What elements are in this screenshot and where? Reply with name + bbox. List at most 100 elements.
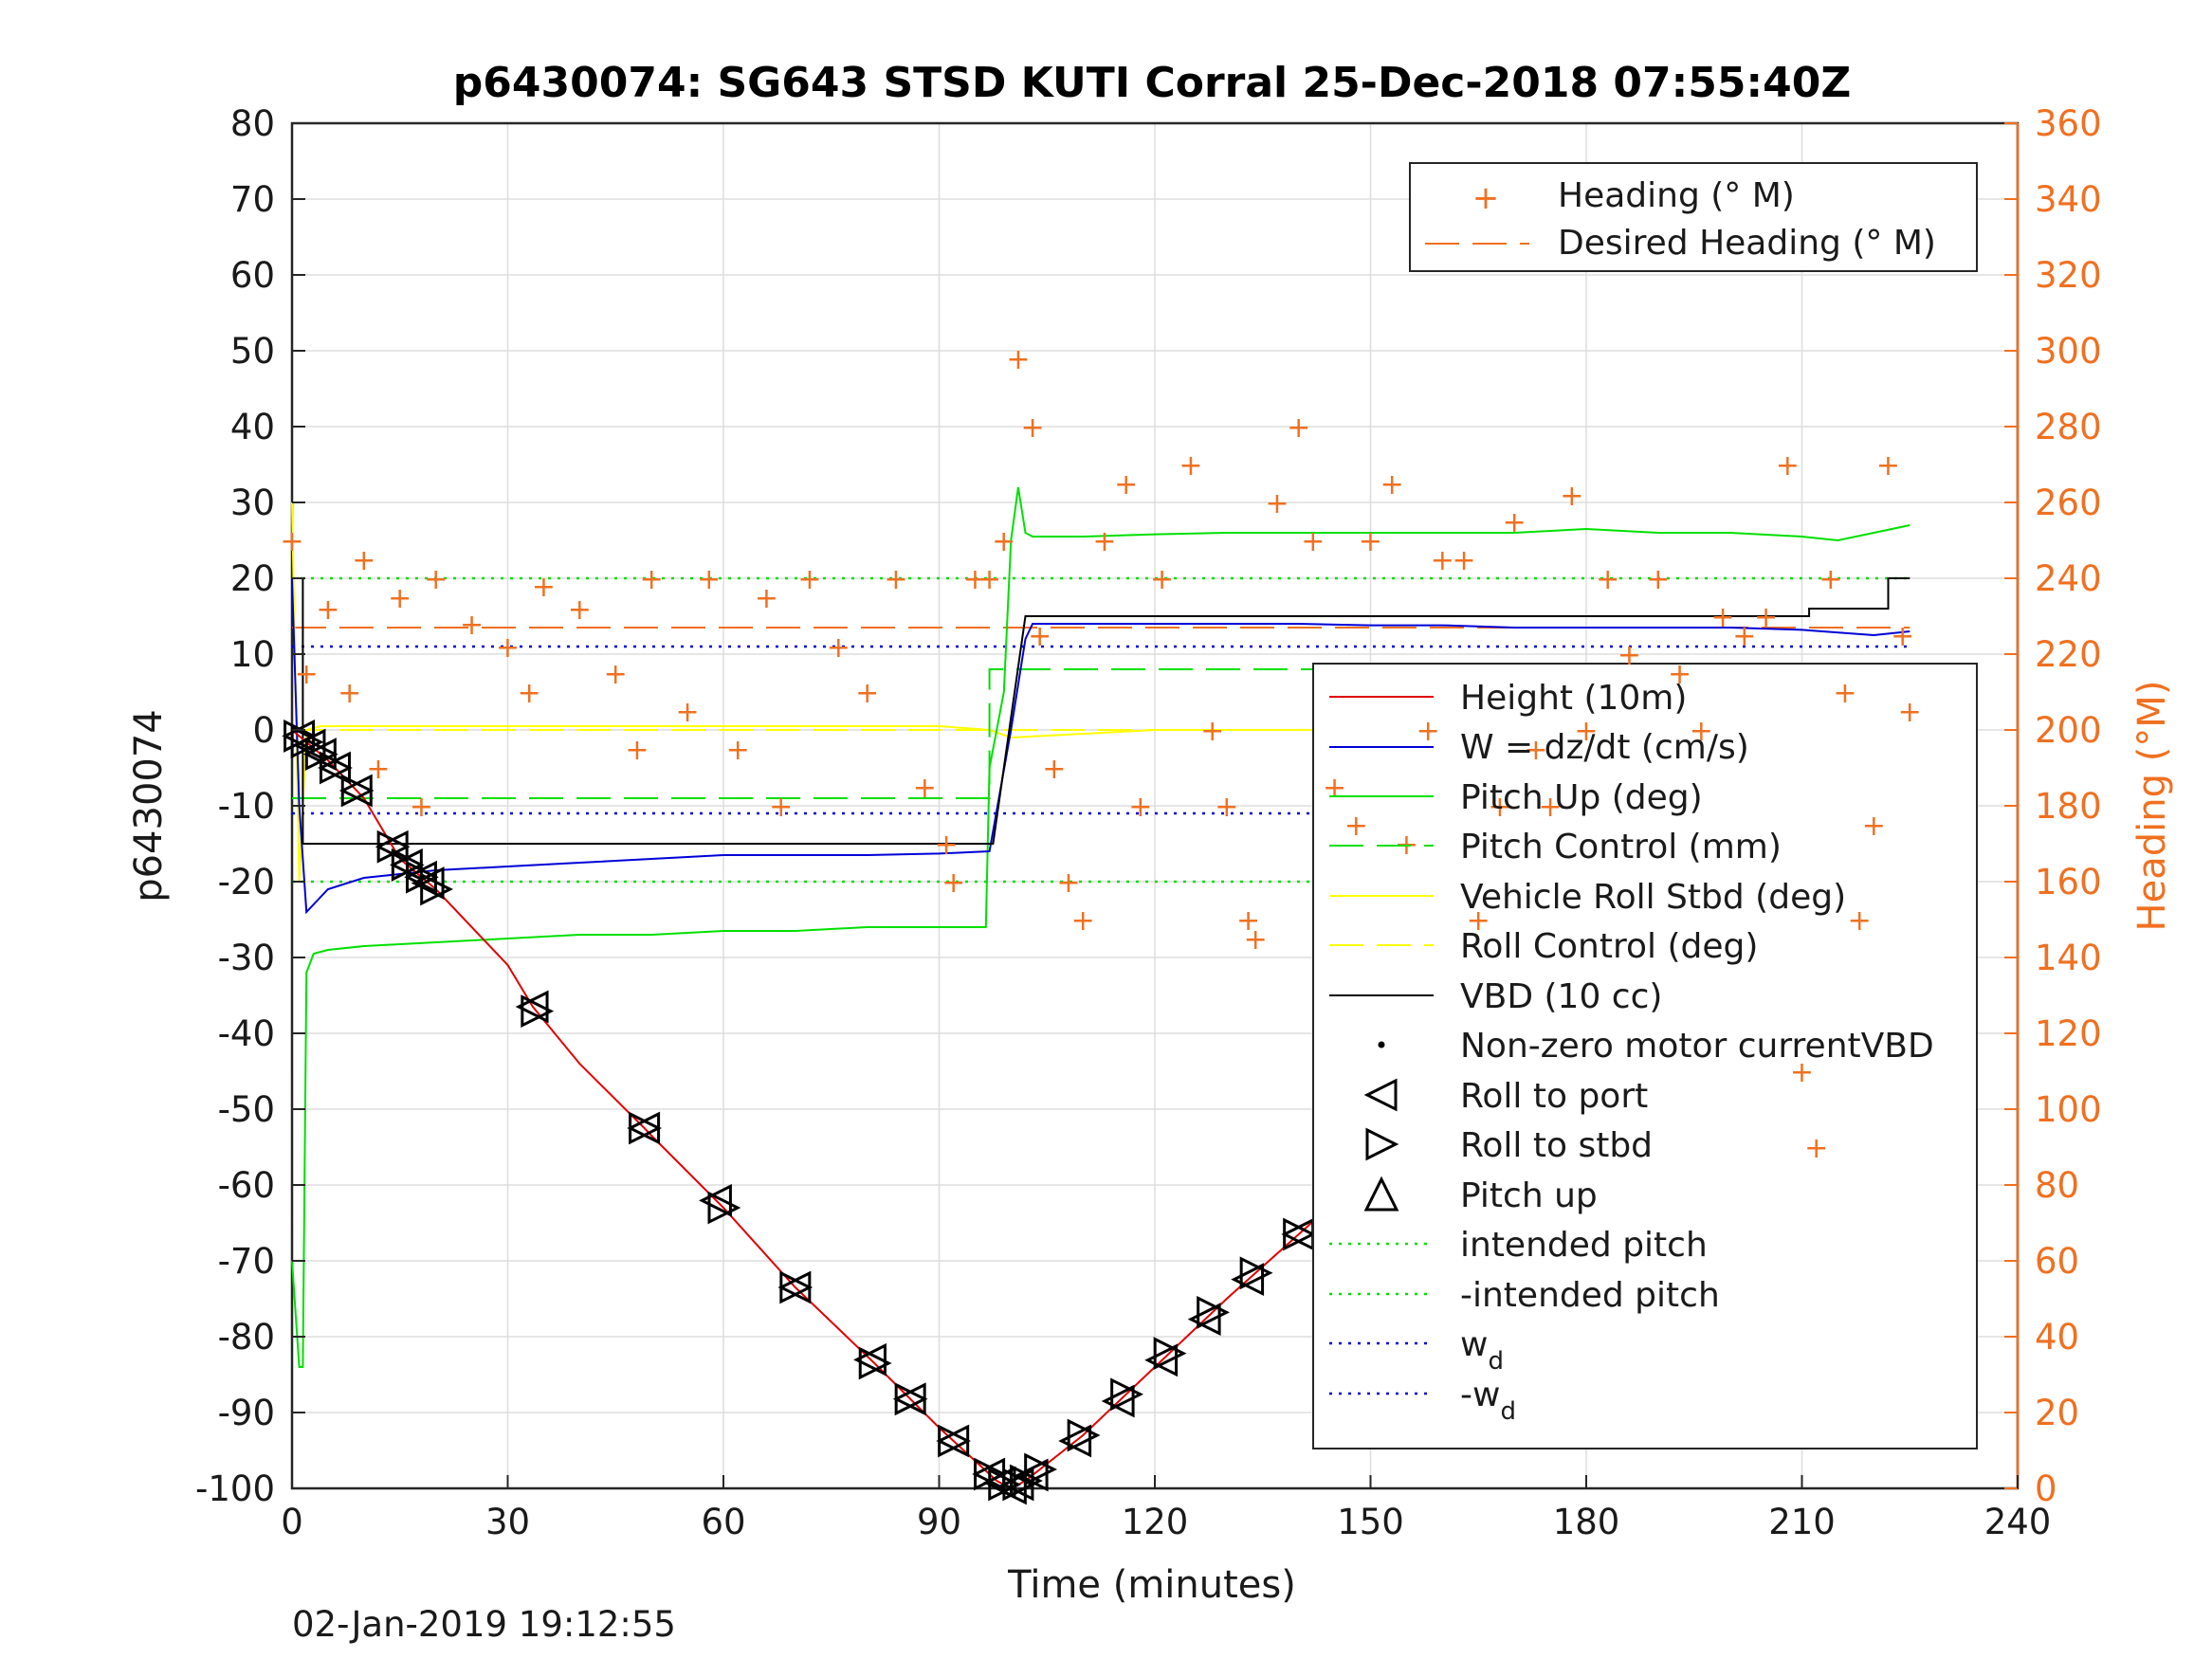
heading-point: + bbox=[941, 866, 965, 900]
legend-label-roll-port: Roll to port bbox=[1460, 1077, 1648, 1116]
heading-legend-marker: + bbox=[1472, 179, 1500, 217]
heading-point: + bbox=[1287, 411, 1310, 445]
x-tick-label: 150 bbox=[1337, 1502, 1404, 1542]
x-axis: 0 30 60 90 120 150 180 210 240 bbox=[281, 1475, 2051, 1542]
heading-point: + bbox=[769, 791, 793, 824]
roll-port-marker bbox=[853, 1342, 887, 1376]
x-tick-label: 60 bbox=[701, 1502, 745, 1542]
legend-label-neg-intended-pitch: -intended pitch bbox=[1460, 1276, 1720, 1315]
heading-point: + bbox=[625, 734, 649, 767]
heading-point: + bbox=[496, 631, 520, 665]
y-tick-label: 30 bbox=[230, 483, 275, 523]
legend-heading: + Heading (° M) Desired Heading (° M) bbox=[1409, 162, 1978, 272]
legend-label-neg-wd: -wd bbox=[1460, 1376, 1516, 1426]
legend-heading-box bbox=[1409, 162, 1978, 272]
roll-stbd-marker bbox=[1110, 1377, 1144, 1412]
y-tick-label: 10 bbox=[230, 634, 275, 675]
heading-point: + bbox=[1488, 791, 1511, 824]
y2-tick-label: 240 bbox=[2035, 558, 2102, 599]
heading-point: + bbox=[935, 829, 959, 862]
y2-axis-label: Heading (°M) bbox=[2130, 681, 2174, 932]
heading-point: + bbox=[316, 593, 339, 627]
roll-port-marker bbox=[1015, 1458, 1049, 1492]
heading-point: + bbox=[424, 563, 448, 596]
legend-label-w: W = dz/dt (cm/s) bbox=[1460, 728, 1749, 767]
y-tick-label: -30 bbox=[218, 938, 275, 978]
y2-tick-label: 100 bbox=[2035, 1089, 2102, 1130]
heading-point: + bbox=[1431, 544, 1454, 577]
heading-point: + bbox=[1574, 715, 1598, 748]
heading-point: + bbox=[1042, 753, 1066, 786]
y2-tick-label: 180 bbox=[2035, 786, 2102, 827]
heading-point: + bbox=[518, 677, 541, 710]
heading-point: + bbox=[855, 677, 879, 710]
legend-label-pitch-control: Pitch Control (mm) bbox=[1460, 828, 1782, 866]
y-tick-label: -80 bbox=[218, 1317, 275, 1358]
x-tick-label: 90 bbox=[917, 1502, 961, 1542]
heading-point: + bbox=[1200, 715, 1224, 748]
y-tick-label: 20 bbox=[230, 558, 275, 599]
y-tick-label: 50 bbox=[230, 331, 275, 372]
heading-point: + bbox=[1560, 480, 1583, 513]
heading-point: + bbox=[1668, 658, 1691, 691]
y2-tick-label: 0 bbox=[2035, 1468, 2057, 1509]
roll-port-marker bbox=[1101, 1384, 1135, 1418]
heading-point: + bbox=[1539, 791, 1563, 824]
legend-label-intended-pitch: intended pitch bbox=[1460, 1226, 1708, 1265]
roll-stbd-marker bbox=[340, 774, 375, 808]
roll-stbd-marker bbox=[707, 1191, 741, 1225]
legend-label-pitch-up: Pitch Up (deg) bbox=[1460, 778, 1703, 817]
roll-stbd-marker bbox=[1197, 1295, 1231, 1329]
y2-tick-label: 220 bbox=[2035, 634, 2102, 675]
heading-point: + bbox=[1596, 563, 1619, 596]
heading-point: + bbox=[352, 544, 375, 577]
heading-point: + bbox=[978, 563, 1001, 596]
roll-stbd-marker bbox=[938, 1424, 972, 1458]
y2-tick-label: 340 bbox=[2035, 179, 2102, 220]
heading-point: + bbox=[1236, 904, 1260, 938]
roll-stbd-marker bbox=[1153, 1337, 1187, 1371]
heading-point: + bbox=[1128, 791, 1152, 824]
heading-point: + bbox=[676, 696, 700, 729]
y2-tick-label: 40 bbox=[2035, 1317, 2079, 1358]
roll-stbd-marker bbox=[1067, 1418, 1101, 1452]
heading-point: + bbox=[1776, 449, 1800, 483]
heading-point: + bbox=[1646, 563, 1670, 596]
heading-point: + bbox=[1323, 772, 1346, 805]
heading-point: + bbox=[1417, 715, 1440, 748]
heading-point: + bbox=[1833, 677, 1856, 710]
heading-point: + bbox=[1711, 601, 1735, 634]
heading-point: + bbox=[1848, 904, 1872, 938]
y-tick-label: 0 bbox=[252, 710, 275, 751]
roll-stbd-marker bbox=[858, 1346, 892, 1380]
roll-port-marker bbox=[1187, 1303, 1221, 1337]
y2-tick-label: 60 bbox=[2035, 1241, 2079, 1282]
heading-point: + bbox=[1380, 468, 1404, 501]
legend-swatch-pitch-up-marker bbox=[1363, 1176, 1399, 1212]
roll-stbd-marker bbox=[1283, 1217, 1317, 1251]
heading-point: + bbox=[295, 658, 319, 691]
heading-point: + bbox=[992, 525, 1015, 558]
x-tick-label: 30 bbox=[485, 1502, 530, 1542]
x-tick-label: 0 bbox=[281, 1502, 303, 1542]
y2-tick-label: 160 bbox=[2035, 862, 2102, 902]
heading-point: + bbox=[1114, 468, 1138, 501]
y2-tick-label: 280 bbox=[2035, 407, 2102, 447]
legend-label-wd: wd bbox=[1460, 1325, 1504, 1376]
y-tick-label: 80 bbox=[230, 103, 275, 144]
x-tick-label: 180 bbox=[1553, 1502, 1620, 1542]
roll-stbd-marker bbox=[629, 1111, 662, 1145]
heading-point: + bbox=[1819, 563, 1842, 596]
heading-point: + bbox=[1467, 904, 1490, 938]
y2-tick-label: 20 bbox=[2035, 1393, 2079, 1433]
y-tick-label: 70 bbox=[230, 179, 275, 220]
legend-label-roll-stbd: Roll to stbd bbox=[1460, 1126, 1653, 1165]
heading-point: + bbox=[1898, 696, 1922, 729]
legend-main: Height (10m) W = dz/dt (cm/s) Pitch Up (… bbox=[1329, 679, 1934, 1426]
roll-stbd-marker bbox=[894, 1382, 928, 1416]
heading-point: + bbox=[1056, 866, 1080, 900]
heading-layer: + + + + + + + + + + + + + + + + + + + + + + + + + + + + + + + + + + + + + + + +… bbox=[280, 343, 1921, 1165]
heading-point: + bbox=[1344, 810, 1368, 843]
heading-point: + bbox=[1862, 810, 1886, 843]
